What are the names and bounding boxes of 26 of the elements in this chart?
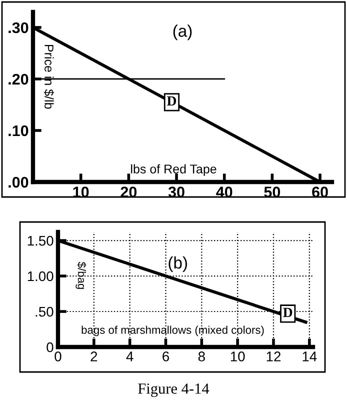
caption: Figure 4-14 [138,384,210,397]
y-axis-title: $/bag [76,262,86,289]
y-tick-label: .20 [8,74,28,85]
x-tick-label: 2 [90,352,98,362]
y-tick-label: 1.50 [28,236,54,246]
x-axis-title: lbs of Red Tape [131,164,216,176]
y-tick-label: .10 [8,125,28,136]
text: (a) [173,24,192,40]
y-tick-label: 1.00 [28,271,54,282]
x-tick-label: 10 [230,352,245,362]
x-tick-label: 4 [126,352,134,362]
x-tick-label: 8 [198,352,205,362]
x-tick-label: 12 [266,352,281,362]
y-axis-title: Price in $/lb [44,44,54,109]
y-tick-label: .50 [36,306,54,317]
y-tick-label: .30 [8,22,28,34]
annotation: D [283,308,292,318]
y-tick-label: .00 [8,176,28,188]
y-tick-label: 0 [46,342,54,352]
x-tick-label: 40 [216,186,232,198]
x-tick-label: 0 [54,352,62,362]
x-axis-title: bags of marshmallows (mixed colors) [82,326,264,336]
x-tick-label: 14 [302,352,317,362]
text: (b) [168,256,187,272]
annotation: D [166,96,176,106]
x-tick-label: 6 [162,352,169,362]
